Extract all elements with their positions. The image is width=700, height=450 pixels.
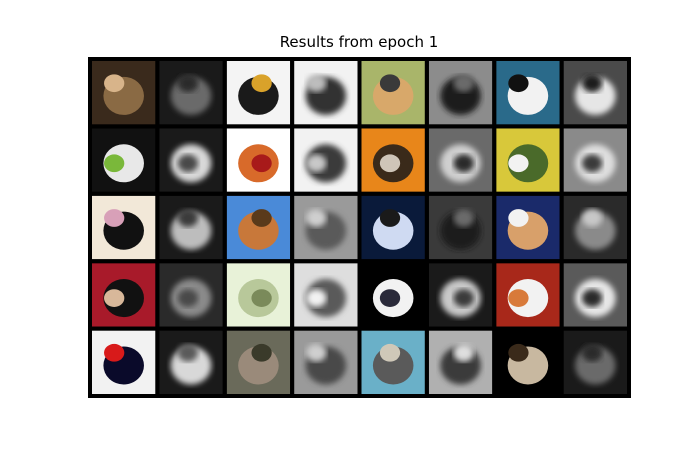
input-image-tile-r3c6 — [496, 263, 560, 327]
reconstruction-tile-r2c7 — [563, 195, 627, 260]
reconstruction-tile-r1c3 — [294, 128, 358, 192]
input-image-tile-r1c4 — [361, 128, 425, 192]
reconstruction-tile-r2c5 — [428, 195, 493, 260]
input-image-tile-r1c0 — [92, 128, 156, 192]
input-image-tile-r4c6 — [496, 330, 560, 394]
input-image-tile-r2c2 — [226, 195, 291, 260]
reconstruction-tile-r2c3 — [294, 195, 358, 260]
reconstruction-tile-r3c5 — [428, 263, 493, 327]
reconstruction-tile-r4c3 — [294, 330, 358, 394]
input-image-tile-r0c0 — [92, 61, 156, 125]
figure-title: Results from epoch 1 — [279, 33, 439, 51]
input-image-tile-r0c6 — [496, 61, 560, 125]
reconstruction-tile-r1c5 — [428, 128, 493, 192]
reconstruction-tile-r3c7 — [563, 263, 627, 327]
input-image-tile-r4c2 — [226, 330, 291, 394]
image-grid-canvas — [92, 61, 627, 394]
reconstruction-tile-r1c1 — [159, 128, 223, 192]
input-image-tile-r0c2 — [226, 61, 291, 125]
input-image-tile-r3c4 — [361, 263, 425, 327]
reconstruction-tile-r4c5 — [428, 330, 493, 394]
input-image-tile-r1c6 — [496, 128, 560, 192]
input-image-tile-r2c4 — [361, 195, 425, 260]
image-grid — [88, 57, 631, 398]
input-image-tile-r3c2 — [226, 263, 291, 327]
reconstruction-tile-r0c5 — [428, 61, 493, 125]
reconstruction-tile-r1c7 — [563, 128, 627, 192]
reconstruction-tile-r0c3 — [294, 61, 358, 125]
reconstruction-tile-r0c7 — [563, 61, 627, 125]
input-image-tile-r2c0 — [92, 195, 156, 260]
reconstruction-tile-r4c1 — [159, 330, 223, 394]
reconstruction-tile-r0c1 — [159, 61, 223, 125]
input-image-tile-r3c0 — [92, 263, 156, 327]
input-image-tile-r1c2 — [226, 128, 291, 192]
reconstruction-tile-r3c3 — [294, 263, 358, 327]
input-image-tile-r4c0 — [92, 330, 156, 394]
input-image-tile-r2c6 — [496, 195, 560, 260]
reconstruction-tile-r4c7 — [563, 330, 627, 394]
input-image-tile-r4c4 — [361, 330, 425, 394]
reconstruction-tile-r3c1 — [159, 263, 223, 327]
input-image-tile-r0c4 — [361, 61, 425, 125]
reconstruction-tile-r2c1 — [159, 195, 223, 260]
